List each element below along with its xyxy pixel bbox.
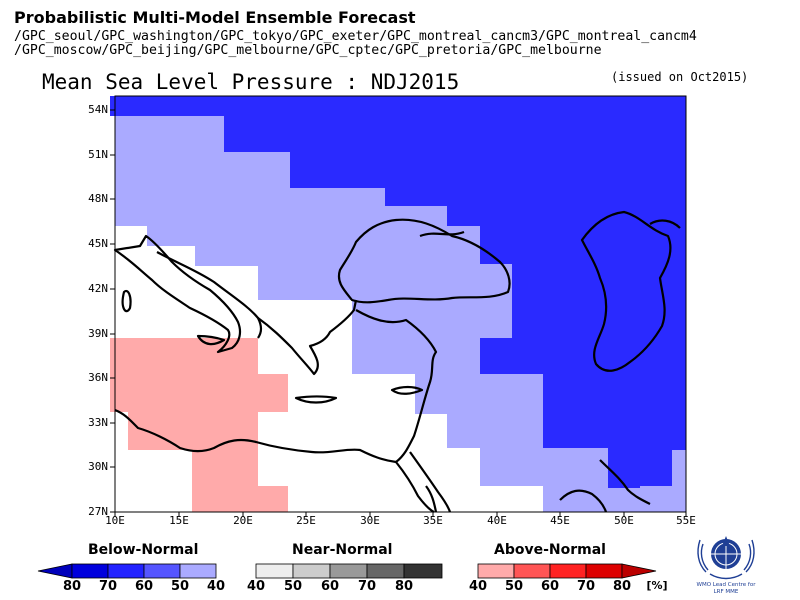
lat-label: 36N: [88, 371, 108, 384]
legend-value: 50: [504, 579, 524, 594]
legend-value: 60: [540, 579, 560, 594]
lat-label: 42N: [88, 282, 108, 295]
legend-value: 50: [170, 579, 190, 594]
lat-label: 45N: [88, 237, 108, 250]
coastlines: [113, 210, 681, 513]
issued-date: (issued on Oct2015): [611, 70, 749, 84]
legend-value: 60: [134, 579, 154, 594]
probability-shading: [110, 96, 686, 512]
lat-label: 51N: [88, 148, 108, 161]
lon-label: 45E: [550, 514, 570, 527]
wmo-logo: WMO Lead Centre for LRF MME: [686, 526, 766, 600]
legend-near-normal: [255, 563, 443, 579]
lon-label: 30E: [360, 514, 380, 527]
axis-ticks: [110, 109, 687, 517]
page-title: Probabilistic Multi-Model Ensemble Forec…: [14, 8, 416, 27]
legend-value: 70: [576, 579, 596, 594]
lat-label: 39N: [88, 327, 108, 340]
legend-unit: [%]: [646, 579, 668, 592]
legend-above-heading: Above-Normal: [494, 542, 606, 558]
legend-value: 80: [612, 579, 632, 594]
legend-value: 40: [206, 579, 226, 594]
legend-value: 80: [394, 579, 414, 594]
legend-value: 40: [246, 579, 266, 594]
legend-value: 60: [320, 579, 340, 594]
above-normal-40-region: [110, 338, 288, 512]
legend-below-heading: Below-Normal: [88, 542, 199, 558]
lat-label: 54N: [88, 103, 108, 116]
lon-label: 10E: [105, 514, 125, 527]
lon-label: 25E: [296, 514, 316, 527]
legend-value: 40: [468, 579, 488, 594]
lon-label: 35E: [423, 514, 443, 527]
lon-label: 50E: [614, 514, 634, 527]
legend-value: 80: [62, 579, 82, 594]
lon-label: 55E: [676, 514, 696, 527]
model-list-line-2: /GPC_moscow/GPC_beijing/GPC_melbourne/GP…: [14, 43, 602, 58]
model-list-line-1: /GPC_seoul/GPC_washington/GPC_tokyo/GPC_…: [14, 29, 697, 44]
lon-label: 15E: [169, 514, 189, 527]
lat-label: 33N: [88, 416, 108, 429]
logo-text-line-1: WMO Lead Centre for: [696, 582, 756, 588]
legend-above-normal: [477, 563, 657, 579]
lat-label: 27N: [88, 505, 108, 518]
logo-text-line-2: LRF MME: [713, 589, 739, 595]
legend-value: 70: [98, 579, 118, 594]
legend-value: 50: [283, 579, 303, 594]
below-normal-50-region: [110, 96, 686, 512]
wmo-emblem-icon: [697, 536, 755, 580]
legend-value: 70: [357, 579, 377, 594]
lon-label: 20E: [233, 514, 253, 527]
legend-near-heading: Near-Normal: [292, 542, 393, 558]
lat-label: 30N: [88, 460, 108, 473]
map-title: Mean Sea Level Pressure : NDJ2015: [42, 70, 460, 94]
lat-label: 48N: [88, 192, 108, 205]
legend-below-normal: [37, 563, 217, 579]
lon-label: 40E: [487, 514, 507, 527]
